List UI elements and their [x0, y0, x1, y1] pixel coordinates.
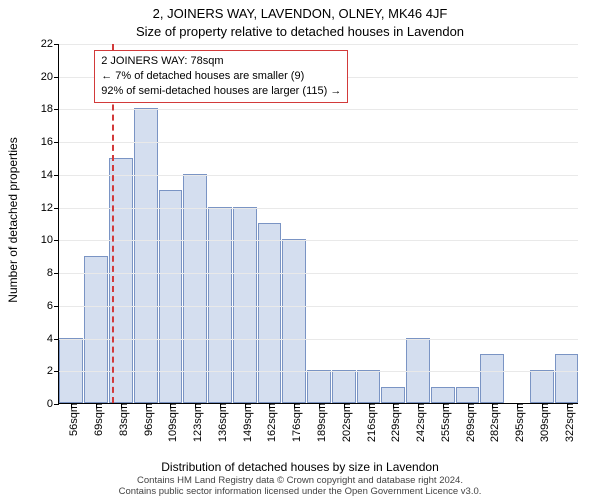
histogram-bar: [381, 387, 405, 403]
gridline: [59, 273, 578, 274]
x-tick-label: 242sqm: [409, 403, 427, 442]
y-tick-label: 14: [41, 169, 59, 181]
gridline: [59, 306, 578, 307]
x-tick-label: 136sqm: [211, 403, 229, 442]
attribution-line-2: Contains public sector information licen…: [0, 487, 600, 498]
x-tick-label: 322sqm: [558, 403, 576, 442]
y-axis-label: Number of detached properties: [6, 0, 26, 470]
histogram-bar: [431, 387, 455, 403]
gridline: [59, 208, 578, 209]
x-tick-label: 269sqm: [459, 403, 477, 442]
y-tick-label: 8: [47, 267, 59, 279]
y-tick-label: 16: [41, 136, 59, 148]
annotation-line-1: 2 JOINERS WAY: 78sqm: [101, 54, 341, 69]
x-tick-label: 96sqm: [137, 403, 155, 436]
gridline: [59, 339, 578, 340]
x-tick-label: 149sqm: [236, 403, 254, 442]
y-tick-label: 2: [47, 365, 59, 377]
y-tick-label: 18: [41, 103, 59, 115]
gridline: [59, 142, 578, 143]
annotation-box: 2 JOINERS WAY: 78sqm ← 7% of detached ho…: [94, 50, 348, 103]
gridline: [59, 44, 578, 45]
histogram-bar: [208, 207, 232, 403]
gridline: [59, 109, 578, 110]
histogram-bar: [406, 338, 430, 403]
y-tick-label: 12: [41, 202, 59, 214]
x-tick-label: 162sqm: [260, 403, 278, 442]
histogram-bar: [332, 370, 356, 403]
gridline: [59, 240, 578, 241]
x-tick-label: 295sqm: [508, 403, 526, 442]
attribution-text: Contains HM Land Registry data © Crown c…: [0, 476, 600, 498]
x-tick-label: 189sqm: [310, 403, 328, 442]
y-tick-label: 10: [41, 234, 59, 246]
histogram-bar: [282, 239, 306, 403]
y-tick-label: 20: [41, 71, 59, 83]
x-tick-label: 123sqm: [186, 403, 204, 442]
x-tick-label: 69sqm: [87, 403, 105, 436]
x-tick-label: 202sqm: [335, 403, 353, 442]
x-axis-label: Distribution of detached houses by size …: [0, 460, 600, 474]
histogram-bar: [456, 387, 480, 403]
histogram-bar: [555, 354, 579, 403]
x-tick-label: 176sqm: [285, 403, 303, 442]
histogram-bar: [258, 223, 282, 403]
histogram-bar: [357, 370, 381, 403]
arrow-right-icon: →: [327, 85, 341, 97]
histogram-bar: [307, 370, 331, 403]
x-tick-label: 255sqm: [434, 403, 452, 442]
histogram-bar: [480, 354, 504, 403]
x-tick-label: 282sqm: [483, 403, 501, 442]
x-tick-label: 229sqm: [384, 403, 402, 442]
histogram-bar: [233, 207, 257, 403]
x-tick-label: 56sqm: [62, 403, 80, 436]
annotation-line-3: 92% of semi-detached houses are larger (…: [101, 84, 341, 99]
arrow-left-icon: ←: [101, 70, 115, 82]
address-title: 2, JOINERS WAY, LAVENDON, OLNEY, MK46 4J…: [0, 6, 600, 21]
y-tick-label: 4: [47, 333, 59, 345]
gridline: [59, 175, 578, 176]
gridline: [59, 371, 578, 372]
x-tick-label: 109sqm: [161, 403, 179, 442]
y-tick-label: 22: [41, 38, 59, 50]
histogram-bar: [530, 370, 554, 403]
chart-container: 2, JOINERS WAY, LAVENDON, OLNEY, MK46 4J…: [0, 0, 600, 500]
chart-subtitle: Size of property relative to detached ho…: [0, 24, 600, 39]
histogram-bar: [134, 108, 158, 403]
y-tick-label: 0: [47, 398, 59, 410]
x-tick-label: 216sqm: [360, 403, 378, 442]
histogram-bar: [59, 338, 83, 403]
x-tick-label: 83sqm: [112, 403, 130, 436]
annotation-line-2: ← 7% of detached houses are smaller (9): [101, 69, 341, 84]
plot-area: 2 JOINERS WAY: 78sqm ← 7% of detached ho…: [58, 44, 578, 404]
histogram-bar: [84, 256, 108, 403]
x-tick-label: 309sqm: [533, 403, 551, 442]
y-tick-label: 6: [47, 300, 59, 312]
